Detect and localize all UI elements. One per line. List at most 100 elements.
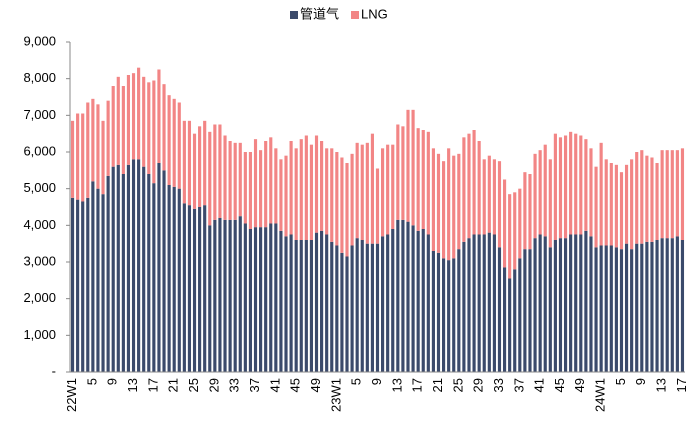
y-tick-label: 4,000 <box>23 217 56 232</box>
bar-segment <box>508 278 512 372</box>
bar-segment <box>182 120 186 204</box>
bar-segment <box>670 150 674 239</box>
bar-segment <box>569 234 573 372</box>
bar-segment <box>523 172 527 250</box>
bar-segment <box>157 163 161 372</box>
bar-segment <box>497 247 502 372</box>
x-tick-label: 33 <box>227 378 242 392</box>
bar-segment <box>492 234 496 372</box>
bar-segment <box>137 159 141 372</box>
x-tick-label: 25 <box>186 378 201 392</box>
bar-segment <box>492 159 496 235</box>
x-tick-label: 29 <box>206 378 221 392</box>
bar-segment <box>660 150 664 239</box>
bar-segment <box>513 192 517 270</box>
bar-segment <box>426 234 430 372</box>
bar-segment <box>264 227 268 372</box>
bar-segment <box>106 175 110 372</box>
bar-segment <box>548 247 552 372</box>
bar-segment <box>147 174 151 372</box>
bar-segment <box>152 80 156 184</box>
bar-segment <box>96 188 100 372</box>
bar-segment <box>76 113 80 200</box>
bar-segment <box>584 230 588 372</box>
bar-segment <box>121 86 125 174</box>
bar-segment <box>426 131 430 235</box>
bar-segment <box>111 86 115 167</box>
bar-segment <box>508 194 512 279</box>
bar-segment <box>401 219 405 372</box>
bar-segment <box>665 238 669 372</box>
bar-segment <box>172 98 176 187</box>
y-tick-label: 7,000 <box>23 107 56 122</box>
bar-segment <box>640 243 644 372</box>
bar-segment <box>91 181 95 372</box>
bar-segment <box>594 166 598 248</box>
bar-segment <box>274 223 278 372</box>
bar-segment <box>467 238 471 372</box>
bar-segment <box>523 249 527 372</box>
bar-segment <box>70 120 75 198</box>
bar-segment <box>538 234 542 372</box>
x-tick-label: 23W1 <box>328 378 343 412</box>
x-tick-label: 21 <box>166 378 181 392</box>
bar-segment <box>157 69 161 163</box>
bar-segment <box>299 240 303 372</box>
bar-segment <box>111 166 115 372</box>
x-tick-label: 45 <box>288 378 303 392</box>
x-tick-label: 13 <box>389 378 404 392</box>
bar-segment <box>284 236 288 372</box>
bar-segment <box>574 234 578 372</box>
bar-segment <box>142 166 146 372</box>
bar-segment <box>253 139 258 228</box>
bar-segment <box>411 225 415 372</box>
bar-segment <box>487 155 491 233</box>
bar-segment <box>330 148 334 242</box>
bar-segment <box>248 152 253 229</box>
bar-segment <box>233 142 237 220</box>
bar-segment <box>421 229 425 372</box>
bar-segment <box>182 203 186 372</box>
bar-segment <box>401 126 405 220</box>
bar-segment <box>167 185 171 372</box>
x-tick-label: 45 <box>552 378 567 392</box>
bar-segment <box>203 120 207 206</box>
bar-segment <box>279 159 283 231</box>
bar-segment <box>619 249 624 372</box>
bar-segment <box>162 84 166 171</box>
bar-segment <box>482 234 486 372</box>
bar-segment <box>675 150 679 237</box>
bar-segment <box>187 205 192 372</box>
bar-segment <box>223 135 227 220</box>
x-tick-label: 37 <box>247 378 262 392</box>
bar-segment <box>624 243 629 372</box>
bar-segment <box>477 141 481 235</box>
bar-segment <box>284 155 288 237</box>
bar-segment <box>86 102 90 198</box>
bar-segment <box>335 152 339 246</box>
bar-segment <box>320 141 324 231</box>
bar-segment <box>563 135 568 239</box>
bar-segment <box>457 249 461 372</box>
bar-segment <box>381 236 385 372</box>
bar-segment <box>411 109 415 226</box>
bar-segment <box>320 230 324 372</box>
bar-segment <box>243 152 247 224</box>
bar-segment <box>218 218 222 372</box>
bar-segment <box>543 236 547 372</box>
bar-segment <box>604 159 608 246</box>
bar-segment <box>421 130 425 229</box>
bar-segment <box>497 161 502 248</box>
bar-segment <box>650 157 654 242</box>
bar-segment <box>599 245 603 372</box>
bar-segment <box>579 234 583 372</box>
bar-segment <box>558 137 563 239</box>
bar-segment <box>91 98 95 182</box>
bar-segment <box>431 251 435 372</box>
bar-segment <box>680 148 685 240</box>
bar-segment <box>360 240 364 372</box>
x-tick-label: 17 <box>145 378 160 392</box>
bar-segment <box>142 76 146 167</box>
bar-segment <box>269 137 273 224</box>
bar-segment <box>569 131 573 235</box>
